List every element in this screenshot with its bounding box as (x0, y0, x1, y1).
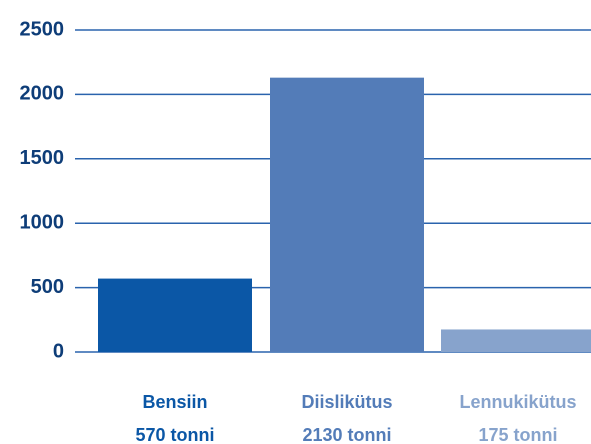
y-tick-label: 1500 (20, 147, 65, 169)
y-tick-label: 1000 (20, 211, 65, 233)
x-tick-label: Diislikütus (301, 392, 392, 412)
value-label: 570 tonni (135, 425, 214, 444)
x-tick-label: Lennukikütus (459, 392, 576, 412)
x-tick-label: Bensiin (142, 392, 207, 412)
bar (441, 329, 591, 352)
y-tick-label: 0 (53, 340, 64, 362)
bar (98, 278, 252, 352)
y-tick-label: 500 (31, 276, 64, 298)
value-label: 175 tonni (478, 425, 557, 444)
value-label: 2130 tonni (302, 425, 391, 444)
y-tick-label: 2000 (20, 83, 65, 105)
bar (270, 77, 424, 352)
y-tick-label: 2500 (20, 18, 65, 40)
